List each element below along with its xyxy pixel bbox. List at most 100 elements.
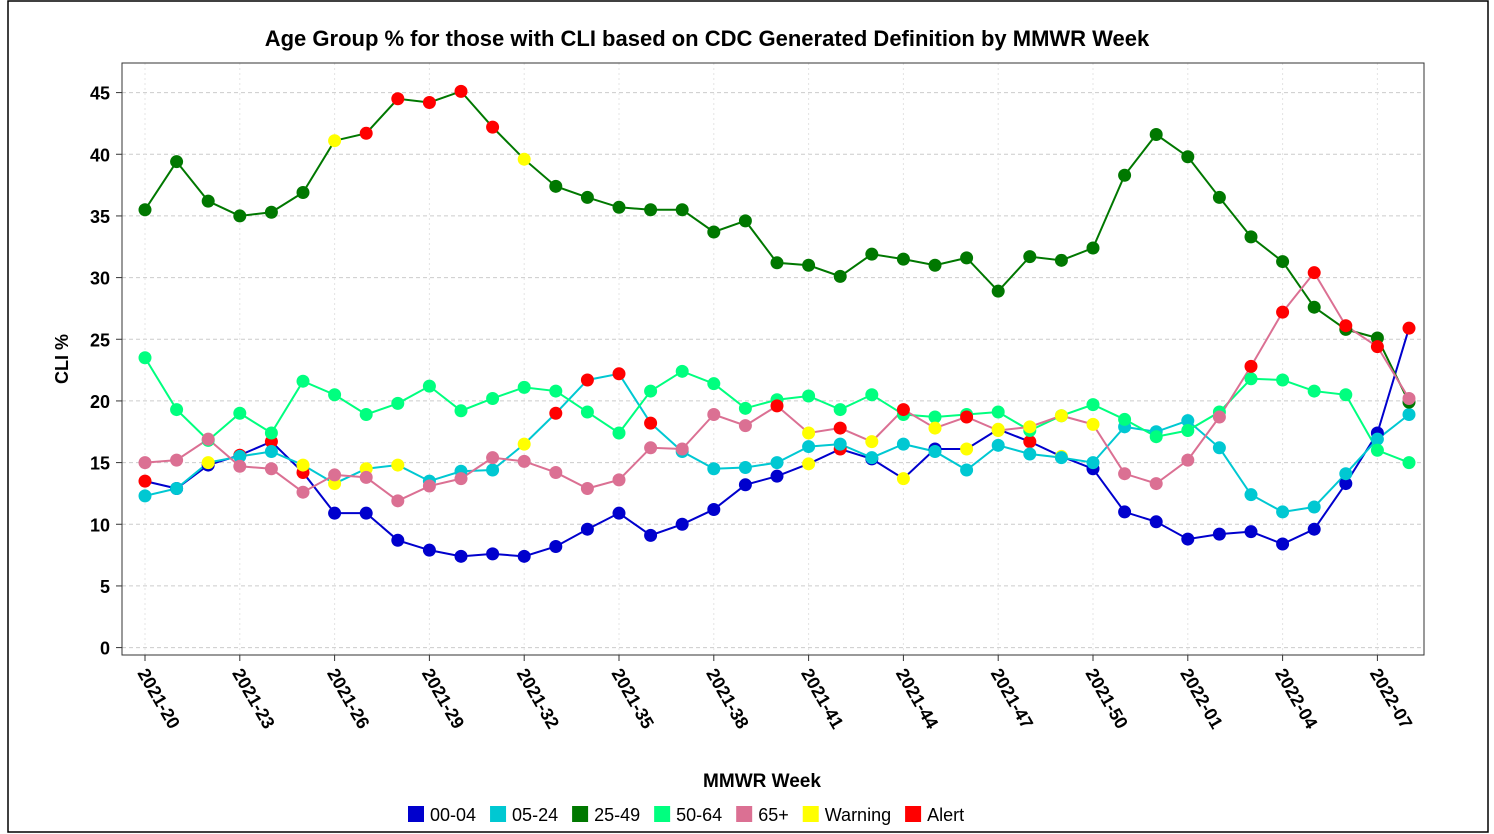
y-tick-label: 20 <box>90 392 110 412</box>
data-point <box>675 517 689 531</box>
y-tick-label: 40 <box>90 145 110 165</box>
data-point <box>707 377 721 391</box>
data-point <box>770 256 784 270</box>
data-point <box>549 465 563 479</box>
data-point <box>170 155 184 169</box>
data-point <box>422 95 436 109</box>
data-point <box>328 388 342 402</box>
data-point <box>549 406 563 420</box>
data-point <box>454 549 468 563</box>
data-point <box>1370 432 1384 446</box>
legend-label: 50-64 <box>676 805 722 825</box>
data-point <box>738 419 752 433</box>
data-point <box>1244 372 1258 386</box>
data-point <box>833 269 847 283</box>
data-point <box>1149 430 1163 444</box>
data-point <box>264 205 278 219</box>
data-point <box>1118 505 1132 519</box>
x-tick-label: 2022-07 <box>1366 665 1416 732</box>
data-point <box>928 421 942 435</box>
data-point <box>1402 456 1416 470</box>
data-point <box>738 461 752 475</box>
data-point <box>391 533 405 547</box>
data-point <box>612 506 626 520</box>
data-point <box>644 203 658 217</box>
data-point <box>580 405 594 419</box>
data-point <box>896 252 910 266</box>
data-point <box>517 437 531 451</box>
x-tick-label: 2021-35 <box>608 665 658 732</box>
data-point <box>1086 398 1100 412</box>
data-point <box>201 432 215 446</box>
data-point <box>422 543 436 557</box>
data-point <box>1276 373 1290 387</box>
legend-swatch <box>905 806 922 822</box>
data-point <box>738 401 752 415</box>
data-point <box>486 451 500 465</box>
data-point <box>1212 190 1226 204</box>
data-point <box>391 494 405 508</box>
data-point <box>359 126 373 140</box>
data-point <box>1023 435 1037 449</box>
data-point <box>896 403 910 417</box>
data-point <box>991 424 1005 438</box>
data-point <box>1212 527 1226 541</box>
data-point <box>517 152 531 166</box>
data-point <box>1212 410 1226 424</box>
data-point <box>1023 250 1037 264</box>
data-point <box>264 426 278 440</box>
data-point <box>328 468 342 482</box>
data-point <box>359 470 373 484</box>
data-point <box>612 200 626 214</box>
data-point <box>833 403 847 417</box>
data-point <box>612 473 626 487</box>
data-point <box>960 442 974 456</box>
legend-swatch <box>572 806 589 822</box>
data-point <box>296 458 310 472</box>
data-point <box>738 478 752 492</box>
data-point <box>233 449 247 463</box>
data-point <box>833 437 847 451</box>
data-point <box>549 384 563 398</box>
y-tick-label: 35 <box>90 207 110 227</box>
data-point <box>454 472 468 486</box>
legend-label: 65+ <box>758 805 789 825</box>
data-point <box>1370 340 1384 354</box>
data-point <box>138 456 152 470</box>
data-point <box>1054 451 1068 465</box>
data-point <box>1339 388 1353 402</box>
data-point <box>1339 319 1353 333</box>
x-tick-label: 2021-23 <box>228 665 278 732</box>
data-point <box>422 379 436 393</box>
data-point <box>928 258 942 272</box>
data-point <box>1244 488 1258 502</box>
data-point <box>991 284 1005 298</box>
data-point <box>1307 500 1321 514</box>
data-point <box>296 485 310 499</box>
legend-label: Warning <box>825 805 891 825</box>
legend-label: 05-24 <box>512 805 558 825</box>
data-point <box>1181 414 1195 428</box>
y-axis-label: CLI % <box>52 334 72 384</box>
legend-label: Alert <box>927 805 964 825</box>
data-point <box>1307 522 1321 536</box>
data-point <box>1339 477 1353 491</box>
data-point <box>580 522 594 536</box>
data-point <box>486 463 500 477</box>
y-tick-label: 0 <box>100 639 110 659</box>
data-point <box>264 462 278 476</box>
data-point <box>865 435 879 449</box>
data-point <box>1181 150 1195 164</box>
data-point <box>1244 359 1258 373</box>
data-point <box>707 225 721 239</box>
data-point <box>454 84 468 98</box>
data-point <box>1307 300 1321 314</box>
data-point <box>1276 505 1290 519</box>
data-point <box>391 458 405 472</box>
data-point <box>1402 321 1416 335</box>
data-point <box>486 391 500 405</box>
x-tick-label: 2022-01 <box>1176 665 1226 732</box>
data-point <box>517 549 531 563</box>
y-tick-label: 10 <box>90 515 110 535</box>
data-point <box>1244 525 1258 539</box>
